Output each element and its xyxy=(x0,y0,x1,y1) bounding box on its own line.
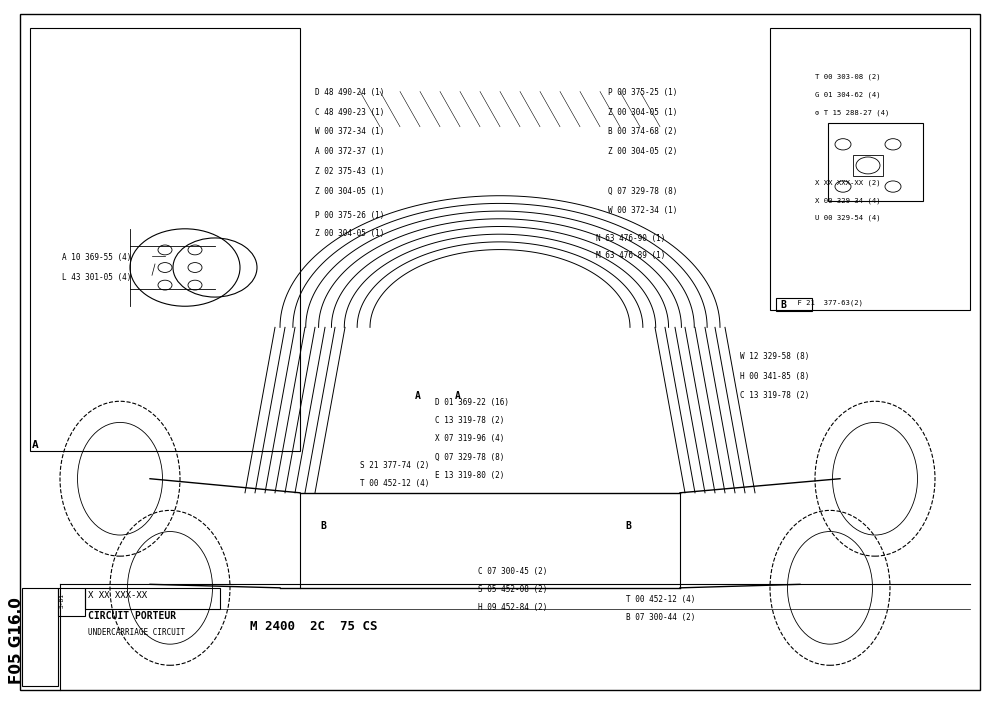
Text: A: A xyxy=(455,391,461,401)
Text: N 63 476-90 (1): N 63 476-90 (1) xyxy=(596,234,665,243)
Text: L 43 301-05 (4): L 43 301-05 (4) xyxy=(62,273,131,282)
Text: C 48 490-23 (1): C 48 490-23 (1) xyxy=(315,108,384,117)
Text: B: B xyxy=(625,521,631,531)
Text: S 05 452-08 (2): S 05 452-08 (2) xyxy=(478,585,547,594)
Text: U 00 329-54 (4): U 00 329-54 (4) xyxy=(815,215,881,221)
Text: W 00 372-34 (1): W 00 372-34 (1) xyxy=(608,206,677,215)
Text: UNDERCARRIAGE CIRCUIT: UNDERCARRIAGE CIRCUIT xyxy=(88,628,185,637)
Text: 3-81: 3-81 xyxy=(60,593,65,608)
Text: Z 02 375-43 (1): Z 02 375-43 (1) xyxy=(315,167,384,176)
Text: A: A xyxy=(32,440,39,450)
Text: A: A xyxy=(415,391,421,401)
Text: F05 G16.0: F05 G16.0 xyxy=(9,597,25,684)
Text: B 00 374-68 (2): B 00 374-68 (2) xyxy=(608,127,677,137)
Text: X XX XXX-XX (2): X XX XXX-XX (2) xyxy=(815,180,881,186)
Text: P 00 375-26 (1): P 00 375-26 (1) xyxy=(315,211,384,220)
Text: CIRCUIT PORTEUR: CIRCUIT PORTEUR xyxy=(88,611,176,621)
Text: ⊙ T 15 288-27 (4): ⊙ T 15 288-27 (4) xyxy=(815,109,889,115)
Text: Z 00 304-05 (1): Z 00 304-05 (1) xyxy=(315,187,384,196)
Text: Q 07 329-78 (8): Q 07 329-78 (8) xyxy=(435,453,504,462)
Text: C 13 319-78 (2): C 13 319-78 (2) xyxy=(435,416,504,425)
Text: H 09 452-84 (2): H 09 452-84 (2) xyxy=(478,603,547,612)
Text: C 13 319-78 (2): C 13 319-78 (2) xyxy=(740,391,809,401)
Text: B: B xyxy=(780,300,786,310)
Text: A 10 369-55 (4): A 10 369-55 (4) xyxy=(62,253,131,263)
Text: M 63 476-89 (1): M 63 476-89 (1) xyxy=(596,251,665,260)
Text: B 07 300-44 (2): B 07 300-44 (2) xyxy=(626,613,695,622)
Text: Z 00 304-05 (2): Z 00 304-05 (2) xyxy=(608,147,677,156)
Text: T 00 303-08 (2): T 00 303-08 (2) xyxy=(815,74,881,80)
Text: H 00 341-85 (8): H 00 341-85 (8) xyxy=(740,372,809,381)
Text: B: B xyxy=(320,521,326,531)
Text: X 07 319-96 (4): X 07 319-96 (4) xyxy=(435,434,504,444)
Text: P 00 375-25 (1): P 00 375-25 (1) xyxy=(608,88,677,97)
Text: Z 00 304-05 (1): Z 00 304-05 (1) xyxy=(315,229,384,238)
Text: T 00 452-12 (4): T 00 452-12 (4) xyxy=(360,479,429,489)
Text: X 00 329-34 (4): X 00 329-34 (4) xyxy=(815,197,881,203)
Text: X XX XXX-XX: X XX XXX-XX xyxy=(88,591,147,600)
Text: S 21 377-74 (2): S 21 377-74 (2) xyxy=(360,461,429,470)
Text: W 00 372-34 (1): W 00 372-34 (1) xyxy=(315,127,384,137)
Text: G 01 304-62 (4): G 01 304-62 (4) xyxy=(815,92,881,98)
Text: T 00 452-12 (4): T 00 452-12 (4) xyxy=(626,595,695,604)
Text: C 07 300-45 (2): C 07 300-45 (2) xyxy=(478,567,547,576)
Text: A 00 372-37 (1): A 00 372-37 (1) xyxy=(315,147,384,156)
Text: Q 07 329-78 (8): Q 07 329-78 (8) xyxy=(608,187,677,196)
Text: F 21  377-63(2): F 21 377-63(2) xyxy=(793,300,863,306)
Text: E 13 319-80 (2): E 13 319-80 (2) xyxy=(435,471,504,480)
Text: D 01 369-22 (16): D 01 369-22 (16) xyxy=(435,398,509,407)
Text: D 48 490-24 (1): D 48 490-24 (1) xyxy=(315,88,384,97)
Text: Z 00 304-05 (1): Z 00 304-05 (1) xyxy=(608,108,677,117)
Text: M 2400  2C  75 CS: M 2400 2C 75 CS xyxy=(250,620,378,632)
Text: W 12 329-58 (8): W 12 329-58 (8) xyxy=(740,352,809,361)
